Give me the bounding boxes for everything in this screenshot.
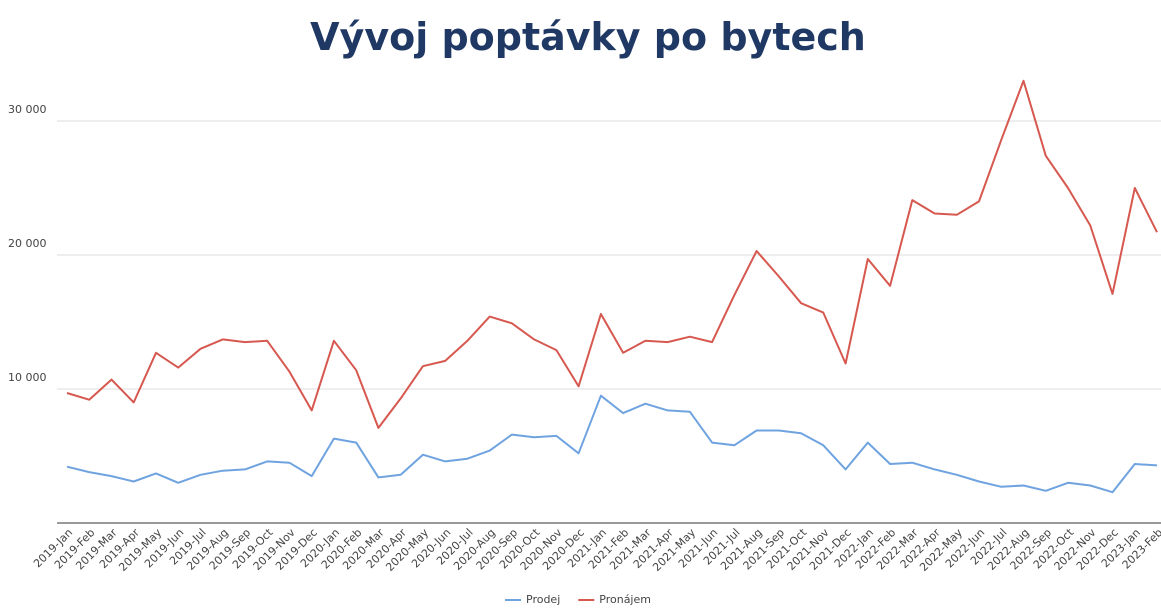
- legend-label: Pronájem: [599, 593, 651, 606]
- y-tick-label: 10 000: [8, 371, 47, 384]
- legend-label: Prodej: [526, 593, 560, 606]
- y-tick-label: 30 000: [8, 103, 47, 116]
- y-tick-label: 20 000: [8, 237, 47, 250]
- series-line: [66, 79, 1158, 429]
- chart-title: Vývoj poptávky po bytech: [310, 15, 866, 59]
- series-line: [66, 394, 1158, 494]
